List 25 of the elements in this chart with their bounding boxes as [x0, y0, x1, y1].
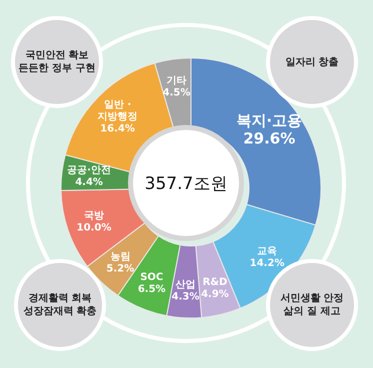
- slice-label: SOC: [140, 271, 164, 282]
- data-label: 5.2%: [106, 262, 134, 274]
- slice-label: 산업: [176, 278, 196, 290]
- slice-label: R&D: [202, 276, 228, 288]
- slice-label: 일반 · 지방행정: [98, 98, 138, 122]
- data-label: 4.3%: [172, 290, 200, 302]
- slice-label: 국방: [84, 210, 104, 222]
- text: 일자리 창출: [285, 56, 339, 68]
- data-label: 10.0%: [76, 222, 112, 234]
- slice-label: 농림: [110, 250, 130, 262]
- slice-label: 복지·고용: [236, 112, 302, 130]
- data-label: 4.4%: [75, 176, 103, 188]
- text: 국민안전 확보 든든한 정부 구현: [18, 49, 96, 75]
- data-label: 29.6%: [243, 130, 296, 148]
- slice-label: 공공·안전: [67, 164, 111, 176]
- data-label: 4.5%: [162, 86, 190, 98]
- text: 경제활력 회복 성장잠재력 확충: [23, 292, 97, 318]
- text: 357.7조원: [144, 172, 228, 194]
- text: 서민생활 안정 삶의 질 제고: [280, 292, 344, 318]
- data-label: 16.4%: [100, 122, 135, 134]
- data-label: 6.5%: [138, 283, 166, 294]
- slice-label: 교육: [257, 245, 278, 256]
- slice-label: 기타: [166, 74, 187, 86]
- data-label: 14.2%: [250, 257, 284, 268]
- data-label: 4.9%: [201, 288, 229, 300]
